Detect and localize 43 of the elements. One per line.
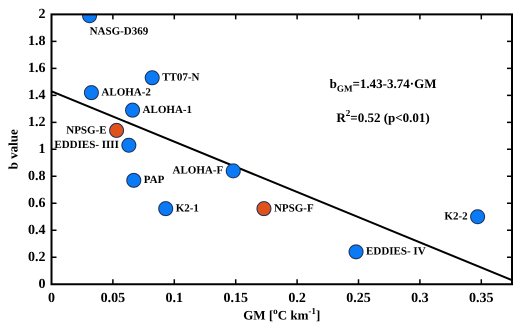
annotation: ALOHA-2 [101, 86, 152, 98]
y-tick-label: 1.6 [28, 60, 46, 76]
annotation: EDDIES- IIII [54, 139, 119, 152]
x-tick-label: 0 [48, 291, 55, 306]
annotation: TT07-N [162, 72, 200, 84]
annotation: K2-2 [444, 210, 468, 223]
point [226, 163, 241, 178]
point [121, 138, 136, 153]
y-tick-label: 0.8 [28, 168, 46, 184]
point [158, 201, 174, 216]
annotation: NPSG-E [66, 124, 107, 136]
y-tick-label: 0.4 [28, 222, 46, 238]
y-tick-label: 1.4 [28, 88, 46, 103]
y-tick-label: 2 [38, 7, 46, 22]
x-tick-label: 0.35 [469, 291, 494, 306]
x-tick-label: 0.2 [288, 291, 306, 306]
x-tick-label: 0.05 [100, 291, 126, 306]
x-tick-label: 0.15 [223, 291, 248, 306]
x-tick-label: 0.3 [411, 291, 429, 306]
y-tick-label: 0 [38, 276, 46, 292]
point [256, 201, 272, 216]
point [126, 172, 142, 188]
y-tick-label: 0.6 [28, 196, 46, 211]
annotation: ALOHA-1 [142, 104, 192, 116]
point [470, 209, 486, 224]
y-tick-label: 0.2 [28, 250, 46, 265]
annotation: ALOHA-F [172, 164, 224, 177]
x-tick-label: 0.1 [166, 291, 184, 306]
y-tick-label: 1.8 [28, 34, 46, 49]
point [144, 70, 160, 86]
y-tick-label: 1 [38, 142, 46, 157]
annotation: NPSG-F [274, 202, 314, 214]
annotation: PAP [144, 174, 165, 186]
y-axis-title: b value [5, 129, 20, 170]
point [125, 102, 140, 118]
point [84, 85, 99, 100]
annotation: NASG-D369 [90, 26, 149, 38]
y-tick-label: 1.2 [28, 114, 46, 130]
point [348, 244, 364, 260]
annotation: K2-1 [176, 202, 199, 214]
point [109, 122, 124, 138]
annotation: EDDIES- IV [366, 246, 426, 258]
x-tick-label: 0.25 [346, 291, 371, 306]
